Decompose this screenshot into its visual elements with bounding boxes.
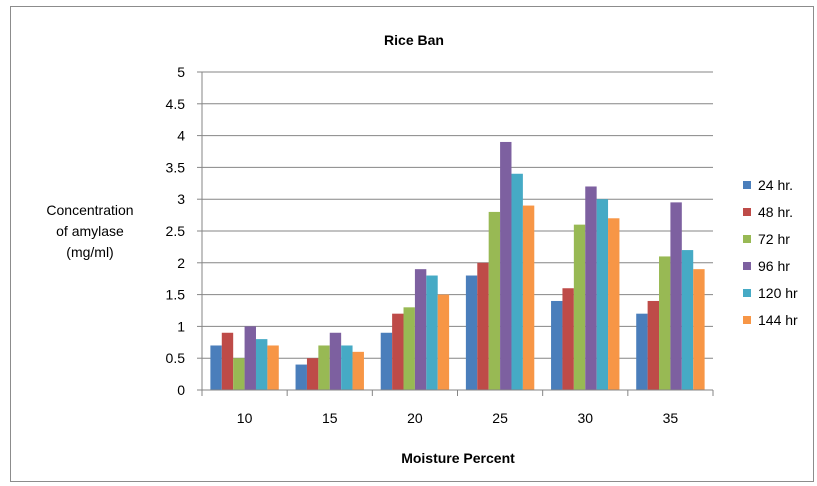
x-tick-label: 10 — [237, 410, 253, 426]
legend-label: 48 hr. — [758, 204, 793, 220]
x-tick-label: 15 — [322, 410, 338, 426]
bar — [255, 339, 268, 390]
bar — [500, 141, 512, 390]
bar — [414, 269, 427, 390]
bar — [306, 358, 319, 390]
legend-swatch — [743, 316, 751, 324]
y-axis-label-line: (mg/ml) — [66, 244, 113, 260]
bar — [511, 173, 523, 390]
y-tick-label: 4.5 — [166, 96, 186, 112]
y-tick-label: 2.5 — [166, 223, 186, 239]
bar — [392, 313, 404, 390]
x-axis-title: Moisture Percent — [401, 450, 515, 466]
legend-label: 72 hr — [758, 231, 790, 247]
bar — [403, 307, 415, 390]
bar — [681, 250, 694, 390]
bar — [647, 300, 660, 390]
legend-swatch — [743, 262, 751, 270]
bar — [573, 224, 586, 390]
bar — [488, 211, 501, 390]
y-tick-label: 3.5 — [166, 159, 186, 175]
bar — [596, 199, 609, 390]
x-tick-label: 25 — [492, 410, 508, 426]
bar — [267, 345, 279, 390]
bar — [636, 313, 648, 390]
y-tick-label: 0.5 — [166, 350, 186, 366]
bar — [426, 275, 438, 390]
bar — [585, 186, 597, 390]
bar — [477, 262, 489, 390]
legend-swatch — [743, 289, 751, 297]
x-tick-labels: 10 15 20 25 30 35 — [237, 410, 679, 426]
y-tick-label: 0 — [177, 382, 185, 398]
legend-label: 120 hr — [758, 285, 798, 301]
legend-label: 144 hr — [758, 312, 798, 328]
x-tick-label: 30 — [577, 410, 593, 426]
legend-swatch — [743, 208, 751, 216]
bar — [295, 364, 307, 390]
bar — [522, 205, 535, 390]
y-tick-label: 4 — [177, 128, 185, 144]
y-axis-label: Concentration of amylase (mg/ml) — [46, 202, 133, 260]
y-tick-label: 3 — [177, 191, 185, 207]
bar — [210, 345, 222, 390]
legend: 24 hr. 48 hr. 72 hr 96 hr 120 hr 144 hr — [743, 177, 798, 328]
bar — [465, 275, 478, 390]
bar — [670, 202, 682, 390]
bar — [562, 288, 574, 390]
bar — [341, 345, 353, 390]
bar — [244, 326, 256, 390]
legend-swatch — [743, 235, 751, 243]
legend-label: 24 hr. — [758, 177, 793, 193]
bar — [329, 332, 342, 390]
bars — [210, 141, 705, 390]
bar — [693, 269, 705, 390]
bar — [659, 256, 671, 390]
bar — [352, 351, 364, 390]
bar — [318, 345, 330, 390]
y-tick-labels: 0 0.5 1 1.5 2 2.5 3 3.5 4 4.5 5 — [166, 64, 186, 398]
bar — [380, 332, 393, 390]
chart-title: Rice Ban — [384, 32, 444, 48]
bar — [551, 300, 563, 390]
x-tick-label: 20 — [407, 410, 423, 426]
bar — [233, 358, 245, 390]
y-tick-label: 2 — [177, 255, 185, 271]
y-tick-label: 1 — [177, 318, 185, 334]
gridlines — [197, 71, 713, 391]
y-tick-label: 1.5 — [166, 287, 186, 303]
bar — [608, 218, 620, 390]
y-tick-label: 5 — [177, 64, 185, 80]
legend-swatch — [743, 181, 751, 189]
axes — [201, 72, 714, 396]
legend-label: 96 hr — [758, 258, 790, 274]
y-axis-label-line: Concentration — [46, 202, 133, 218]
x-tick-label: 35 — [663, 410, 679, 426]
bar — [437, 294, 450, 390]
bar — [221, 332, 234, 390]
y-axis-label-line: of amylase — [56, 223, 124, 239]
